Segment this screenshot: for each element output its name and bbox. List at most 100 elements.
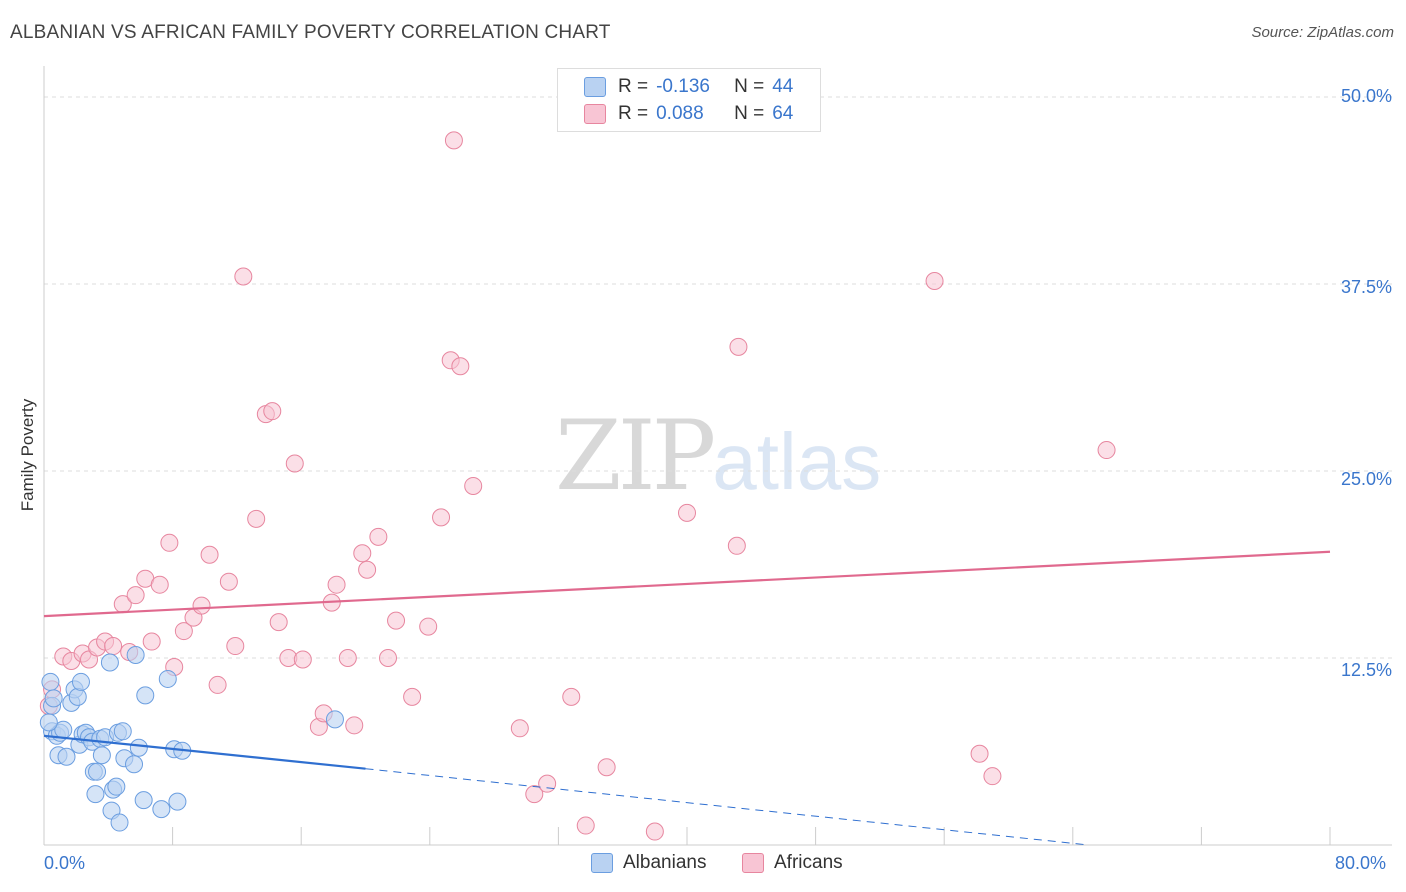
africans-point	[263, 402, 282, 421]
albanians-point	[41, 672, 60, 691]
albanians-point	[92, 746, 111, 765]
watermark-atlas: atlas	[712, 417, 882, 506]
africans-point	[200, 545, 219, 564]
africans-point	[464, 476, 483, 495]
africans-point	[432, 508, 451, 527]
legend-label-africans: Africans	[774, 852, 843, 873]
africans-point	[538, 774, 557, 793]
africans-point	[247, 509, 266, 528]
africans-point	[444, 131, 463, 150]
albanians-point	[86, 785, 105, 804]
africans-point	[160, 533, 179, 552]
legend-r-value: 0.088	[656, 103, 704, 124]
series-legend: Albanians Africans	[0, 852, 1406, 876]
africans-point	[510, 719, 529, 738]
africans-point	[525, 785, 544, 804]
albanians-point	[100, 653, 119, 672]
africans-point	[174, 622, 193, 641]
source-label: Source: ZipAtlas.com	[1251, 24, 1394, 41]
africans-point	[208, 675, 227, 694]
legend-item-africans[interactable]: Africans	[742, 852, 843, 874]
trend-lines	[43, 550, 1331, 846]
legend-r-label: R =	[618, 103, 649, 124]
albanians-point	[126, 646, 145, 665]
africans-point	[150, 575, 169, 594]
albanians-trend-extension	[365, 768, 1089, 846]
africans-point	[678, 503, 696, 522]
albanians-point	[168, 792, 187, 811]
legend-label-albanians: Albanians	[623, 852, 707, 873]
albanians-point	[158, 669, 177, 688]
chart-title: ALBANIAN VS AFRICAN FAMILY POVERTY CORRE…	[10, 22, 611, 43]
africans-series	[39, 131, 1116, 841]
africans-point	[345, 716, 364, 735]
africans-point	[226, 637, 245, 656]
albanians-point	[57, 747, 76, 766]
albanians-point	[325, 710, 344, 729]
africans-point	[727, 536, 746, 555]
africans-point	[983, 767, 1002, 786]
africans-point	[403, 687, 422, 706]
africans-point	[327, 575, 346, 594]
albanians-point	[125, 755, 144, 774]
x-tick-label: 0.0%	[44, 853, 86, 873]
legend-r-value: -0.136	[656, 76, 710, 97]
grid-lines	[44, 96, 1392, 659]
albanians-point	[136, 686, 155, 705]
albanians-point	[113, 722, 132, 741]
africans-point	[645, 822, 664, 841]
legend-n-value: 44	[772, 76, 794, 97]
africans-point	[219, 572, 238, 591]
africans-point	[729, 337, 748, 356]
africans-point	[358, 560, 377, 579]
y-tick-label: 12.5%	[1340, 660, 1392, 680]
legend-row-africans: R = 0.088 N = 64	[584, 102, 793, 126]
legend-item-albanians[interactable]: Albanians	[591, 852, 706, 874]
legend-row-albanians: R = -0.136 N = 44	[584, 75, 793, 99]
africans-point	[353, 544, 372, 563]
albanians-point	[107, 777, 126, 796]
africans-point	[192, 596, 211, 615]
africans-trend-line	[43, 550, 1331, 618]
africans-point	[970, 744, 989, 763]
albanians-point	[88, 762, 107, 781]
albanians-point	[44, 689, 63, 708]
albanians-series	[39, 646, 344, 832]
africans-point	[269, 613, 288, 632]
africans-point	[104, 637, 123, 656]
legend-r-label: R =	[618, 76, 649, 97]
africans-point	[142, 632, 161, 651]
africans-point	[285, 454, 304, 473]
africans-point	[1097, 441, 1116, 460]
africans-point	[126, 586, 145, 605]
albanians-trend-line	[43, 734, 366, 770]
africans-point	[419, 617, 438, 636]
albanians-point	[129, 738, 148, 757]
africans-point	[369, 527, 388, 546]
africans-point	[379, 649, 398, 667]
legend-n-label: N =	[734, 103, 765, 124]
watermark-zip: ZIP	[555, 400, 716, 512]
albanians-point	[110, 813, 129, 832]
legend-n-value: 64	[772, 103, 794, 124]
albanians-point	[134, 791, 153, 810]
y-axis-label: Family Poverty	[18, 398, 37, 512]
africans-point	[338, 649, 357, 667]
legend-n-label: N =	[734, 76, 765, 97]
albanians-point	[71, 672, 90, 691]
correlation-legend: R = -0.136 N = 44 R = 0.088 N = 64	[557, 68, 821, 132]
axes	[43, 66, 1392, 846]
africans-point	[597, 758, 616, 777]
watermark: ZIPatlas	[555, 400, 881, 512]
africans-point	[925, 272, 944, 291]
albanians-point	[39, 713, 58, 732]
y-tick-label: 25.0%	[1340, 469, 1392, 489]
africans-point	[562, 687, 581, 706]
africans-point	[293, 650, 312, 669]
legend-swatch-albanians	[591, 853, 613, 873]
y-tick-label: 37.5%	[1340, 277, 1392, 297]
albanians-point	[152, 800, 171, 819]
albanians-point	[68, 687, 87, 706]
legend-swatch-africans	[584, 104, 606, 124]
